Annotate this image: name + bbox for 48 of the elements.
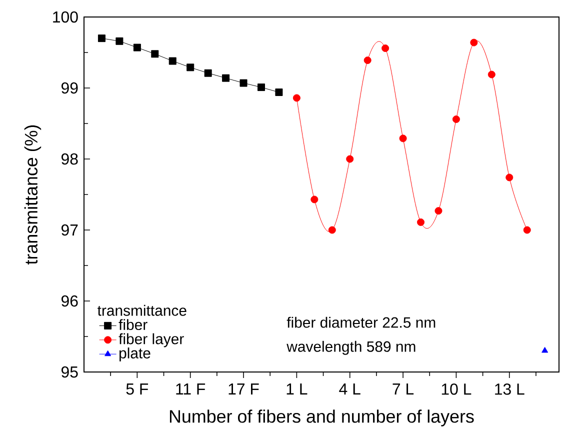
y-tick-label: 100 — [53, 11, 78, 23]
legend-label: fiber — [118, 319, 148, 330]
point — [382, 44, 390, 52]
y-tick-label: 96 — [62, 295, 78, 307]
x-axis-title: Number of fibers and number of layers — [170, 410, 474, 426]
point — [240, 79, 248, 87]
point — [116, 37, 124, 45]
y-tick-label: 95 — [62, 366, 78, 378]
point — [204, 69, 212, 77]
x-tick-label: 10 L — [442, 384, 472, 395]
point — [328, 226, 336, 234]
point — [506, 174, 514, 182]
point — [542, 346, 548, 353]
point — [98, 34, 106, 42]
x-tick-label: 7 L — [392, 384, 414, 394]
point — [151, 50, 159, 58]
annotation: fiber diameter 22.5 nm — [286, 316, 436, 328]
y-axis-title: transmittance (%) — [24, 125, 42, 264]
point — [488, 70, 496, 78]
point — [364, 56, 372, 64]
point — [257, 84, 265, 92]
legend-title: transmittance — [98, 304, 186, 316]
point — [434, 207, 442, 215]
y-tick-label: 98 — [62, 153, 78, 165]
point — [470, 38, 478, 46]
x-tick-label: 13 L — [495, 384, 524, 395]
y-tick-label: 97 — [62, 224, 78, 236]
x-tick-label: 17 F — [228, 384, 259, 394]
x-tick-label: 11 F — [176, 384, 206, 394]
point — [133, 44, 141, 52]
legend-label: fiber layer — [118, 333, 184, 348]
point — [523, 226, 531, 234]
legend-label: plate — [120, 347, 150, 362]
point — [168, 57, 176, 65]
point — [452, 115, 460, 123]
annotation: wavelength 589 nm — [286, 340, 416, 355]
point — [186, 64, 194, 72]
x-tick-label: 1 L — [286, 384, 308, 394]
point — [346, 155, 354, 163]
point — [222, 74, 230, 82]
point — [310, 196, 318, 204]
point — [399, 134, 407, 142]
y-tick-label: 99 — [62, 82, 78, 94]
point — [292, 94, 300, 102]
x-tick-label: 5 F — [126, 384, 148, 395]
point — [275, 88, 283, 96]
point — [417, 218, 425, 226]
x-tick-label: 4 L — [339, 384, 360, 394]
